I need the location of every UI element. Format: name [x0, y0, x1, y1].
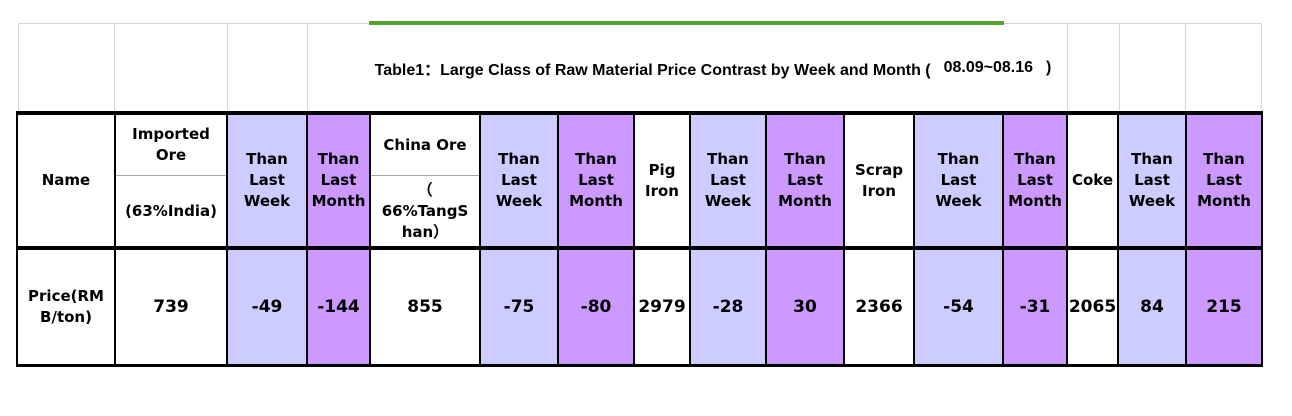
- cell-than-last-week[interactable]: -75: [479, 247, 559, 367]
- cell-than-last-month[interactable]: 30: [765, 247, 845, 367]
- table-title[interactable]: Table1：Large Class of Raw Material Price…: [307, 24, 1119, 112]
- chart-border-line: [369, 21, 1004, 25]
- header-than-last-week[interactable]: Than Last Week: [689, 111, 767, 250]
- header-pig-iron[interactable]: Pig Iron: [633, 111, 691, 250]
- raw-material-price-table: Name Imported Ore (63%India) Than Last W…: [16, 111, 1263, 367]
- cell-coke-price[interactable]: 2065: [1066, 247, 1119, 367]
- header-name-label: Name: [41, 171, 91, 189]
- header-imported-ore-top: Imported Ore: [117, 117, 225, 177]
- header-than-last-month[interactable]: Than Last Month: [306, 111, 371, 250]
- cell-than-last-month[interactable]: -80: [557, 247, 635, 367]
- header-coke[interactable]: Coke: [1066, 111, 1119, 250]
- cell-than-last-month[interactable]: -144: [306, 247, 371, 367]
- header-than-last-week[interactable]: Than Last Week: [1117, 111, 1187, 250]
- title-suffix: ): [1046, 59, 1052, 76]
- header-than-last-month[interactable]: Than Last Month: [1185, 111, 1263, 250]
- header-scrap-iron[interactable]: Scrap Iron: [843, 111, 915, 250]
- header-china-ore-sub: （ 66%TangShan）: [381, 180, 469, 241]
- header-than-last-week[interactable]: Than Last Week: [226, 111, 308, 250]
- header-than-last-month[interactable]: Than Last Month: [1002, 111, 1068, 250]
- header-china-ore[interactable]: China Ore （ 66%TangShan）: [369, 111, 481, 250]
- header-china-ore-top: China Ore: [372, 117, 478, 177]
- gridline-vertical: [1185, 23, 1186, 112]
- cell-scrap-iron-price[interactable]: 2366: [843, 247, 915, 367]
- gridline-vertical: [114, 23, 115, 112]
- header-than-last-month[interactable]: Than Last Month: [557, 111, 635, 250]
- cell-than-last-week[interactable]: -49: [226, 247, 308, 367]
- cell-than-last-month[interactable]: -31: [1002, 247, 1068, 367]
- cell-than-last-week[interactable]: 84: [1117, 247, 1187, 367]
- gridline-vertical: [1261, 23, 1262, 112]
- gridline-vertical: [1119, 23, 1120, 112]
- title-text: Table1：Large Class of Raw Material Price…: [374, 62, 931, 79]
- cell-than-last-week[interactable]: -54: [913, 247, 1004, 367]
- header-imported-ore[interactable]: Imported Ore (63%India): [114, 111, 228, 250]
- gridline-vertical: [18, 23, 19, 112]
- header-than-last-week[interactable]: Than Last Week: [913, 111, 1004, 250]
- header-imported-ore-sub: (63%India): [125, 201, 217, 220]
- cell-than-last-month[interactable]: 215: [1185, 247, 1263, 367]
- header-than-last-month[interactable]: Than Last Month: [765, 111, 845, 250]
- cell-imported-ore-price[interactable]: 739: [114, 247, 228, 367]
- gridline-vertical: [307, 23, 308, 112]
- gridline-vertical: [1067, 23, 1068, 112]
- cell-pig-iron-price[interactable]: 2979: [633, 247, 691, 367]
- header-than-last-week[interactable]: Than Last Week: [479, 111, 559, 250]
- row-label-price[interactable]: Price(RMB/ton): [16, 247, 116, 367]
- gridline-vertical: [227, 23, 228, 112]
- cell-than-last-week[interactable]: -28: [689, 247, 767, 367]
- cell-china-ore-price[interactable]: 855: [369, 247, 481, 367]
- header-name[interactable]: Name: [16, 111, 116, 250]
- title-date-range: 08.09~08.16: [943, 59, 1034, 76]
